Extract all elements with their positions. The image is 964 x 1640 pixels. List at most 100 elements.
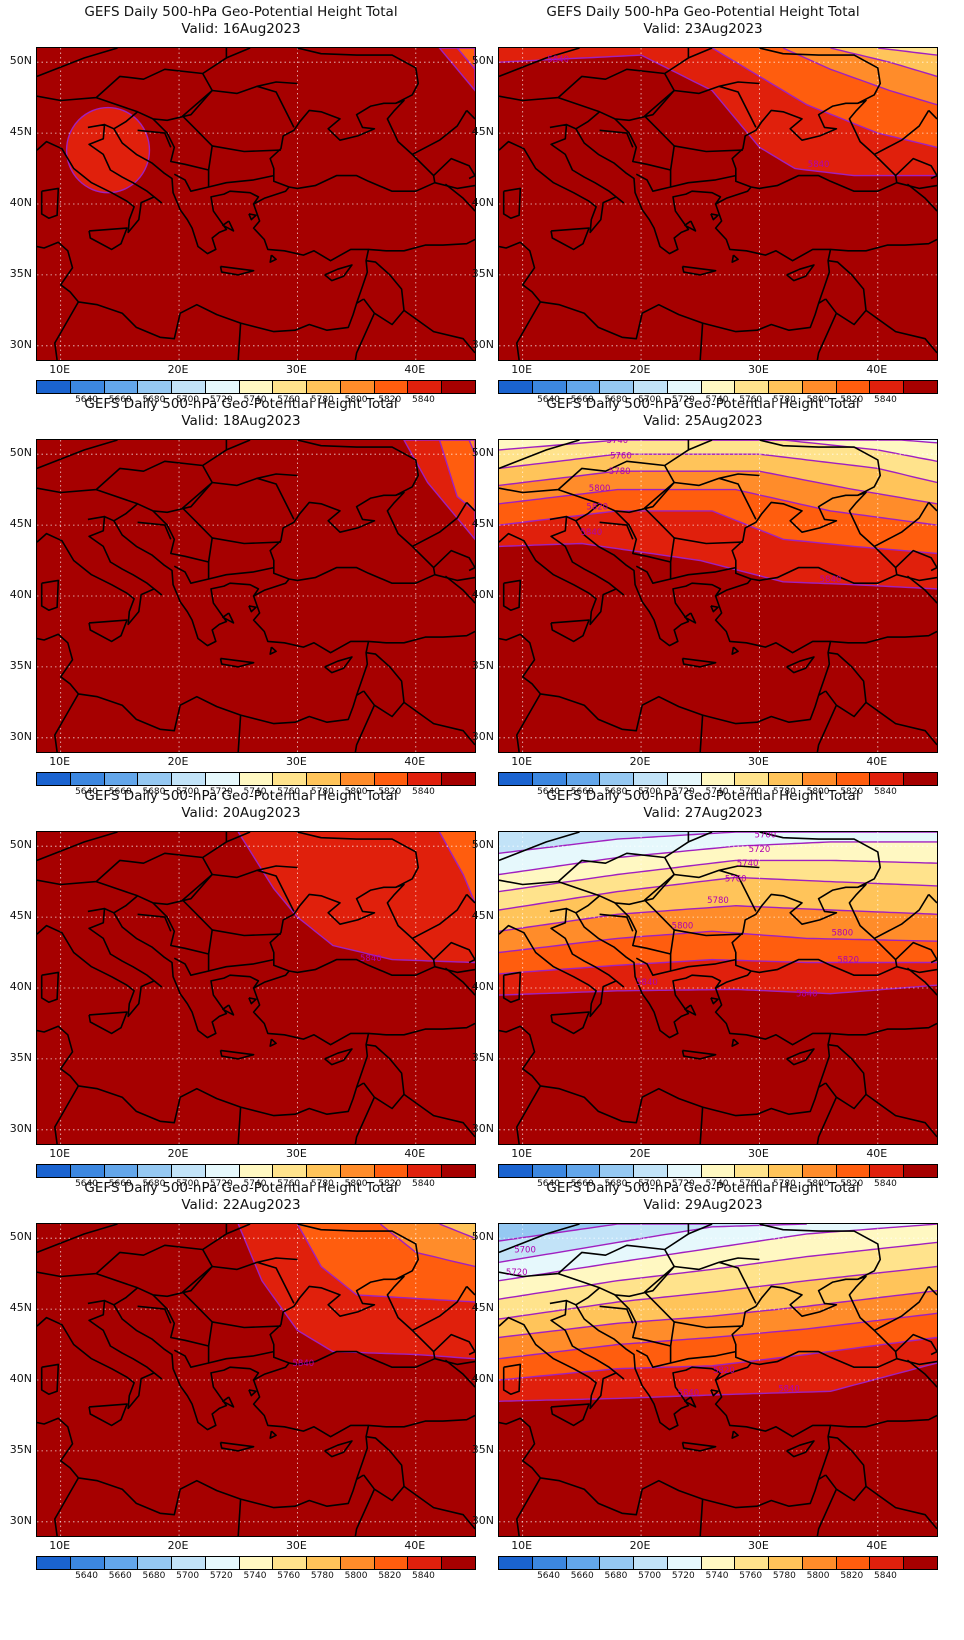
coastline [248, 1389, 257, 1397]
colorbar-swatch [205, 1165, 240, 1177]
latitude-label: 50N [9, 54, 32, 68]
map-svg [37, 48, 475, 360]
longitude-label: 30E [285, 755, 307, 768]
colorbar-swatch [239, 1557, 274, 1569]
contour-label: 5840 [678, 1389, 700, 1399]
contour-band [438, 440, 475, 512]
coastline [614, 510, 672, 584]
colorbar-label: 5820 [840, 1179, 864, 1189]
contour-label: 5840 [778, 1384, 800, 1394]
colorbar-swatch [667, 381, 702, 393]
contour-line [499, 1224, 807, 1263]
coastline [818, 1082, 827, 1088]
coastline [684, 1396, 697, 1408]
colorbar-label: 5740 [705, 787, 729, 797]
coastline [368, 1022, 475, 1036]
colorbar-swatch [532, 1165, 567, 1177]
coastline [499, 832, 690, 886]
colorbar-label: 5820 [840, 787, 864, 797]
coastline [434, 573, 475, 582]
map-panel: GEFS Daily 500-hPa Geo-Potential Height … [0, 784, 482, 1194]
colorbar-label: 5720 [671, 395, 695, 405]
colorbar-label: 5780 [772, 1571, 796, 1581]
colorbar-label: 5800 [344, 787, 368, 797]
coastline [207, 929, 281, 955]
contour-label: 5800 [589, 484, 611, 494]
contour-line [296, 1224, 475, 1303]
panel-title: GEFS Daily 500-hPa Geo-Potential Height … [84, 4, 398, 20]
coastline [731, 646, 739, 655]
coastline [516, 1085, 542, 1144]
coastline [669, 145, 743, 171]
coastline [830, 630, 937, 644]
coastline [575, 1287, 601, 1306]
coastline [930, 174, 937, 180]
colorbar-label: 5680 [142, 1179, 166, 1189]
latitude-label: 30N [471, 337, 494, 351]
coastline [550, 227, 590, 251]
colorbar-swatch [205, 773, 240, 785]
latitude-label: 50N [471, 1230, 494, 1244]
longitude-label: 20E [167, 755, 189, 768]
contour-label: 5840 [820, 575, 842, 585]
colorbar-label: 5800 [806, 1571, 830, 1581]
colorbar-label: 5760 [277, 1179, 301, 1189]
coastline [516, 301, 542, 360]
coastline [356, 690, 365, 696]
coastline [731, 1430, 739, 1439]
colorbar-label: 5680 [142, 1571, 166, 1581]
coastline [566, 1275, 898, 1431]
coastline [226, 832, 251, 843]
colorbar-swatch [205, 1557, 240, 1569]
coastline [499, 123, 625, 234]
coastline [873, 109, 930, 156]
contour-label: 5820 [586, 502, 608, 512]
coastline [37, 123, 163, 234]
coastline [434, 1357, 475, 1366]
map-panel: GEFS Daily 500-hPa Geo-Potential Height … [462, 392, 944, 802]
coastline [354, 1488, 376, 1536]
coastline [37, 595, 370, 732]
coastline [403, 701, 475, 746]
latitude-label: 40N [9, 588, 32, 601]
colorbar-label: 5820 [840, 1571, 864, 1581]
height-field [37, 440, 475, 752]
panel-valid-date: Valid: 22Aug2023 [181, 1197, 301, 1213]
latitude-label: 40N [471, 196, 494, 209]
map-area: 5700 5720 5820 5840 5840 [498, 1223, 938, 1537]
contour-label: 5780 [609, 467, 631, 477]
colorbar-label: 5740 [243, 395, 267, 405]
coastline [710, 213, 719, 221]
coastline [324, 1048, 353, 1066]
coastline [354, 1096, 376, 1144]
coastline [786, 1440, 815, 1458]
coastline [152, 510, 210, 584]
coastline [468, 174, 475, 180]
contour-label: 5840 [547, 55, 569, 65]
coastline [896, 965, 937, 974]
contour-line [499, 510, 937, 555]
coastline [710, 997, 719, 1005]
coastline [403, 309, 475, 354]
colorbar-label: 5780 [310, 787, 334, 797]
panel-valid-date: Valid: 27Aug2023 [643, 805, 763, 821]
coastline [816, 312, 838, 360]
colorbar-swatch [70, 1557, 105, 1569]
colorbar-label: 5800 [344, 1179, 368, 1189]
contour-line [499, 1241, 937, 1300]
coastline [669, 929, 743, 955]
latitude-label: 35N [471, 658, 494, 672]
colorbar-swatch [802, 381, 837, 393]
colorbar-swatch [307, 1557, 341, 1569]
latitude-label: 50N [9, 446, 32, 460]
longitude-label: 20E [629, 1147, 651, 1160]
colorbar-swatch [499, 1557, 533, 1569]
colorbar-label: 5820 [840, 395, 864, 405]
coastline [516, 1477, 542, 1536]
coastline [269, 646, 277, 655]
map-area [36, 439, 476, 753]
coastline [669, 1321, 743, 1347]
coastline [550, 1403, 590, 1427]
coastline [499, 1224, 580, 1254]
colorbar-label: 5740 [243, 1571, 267, 1581]
